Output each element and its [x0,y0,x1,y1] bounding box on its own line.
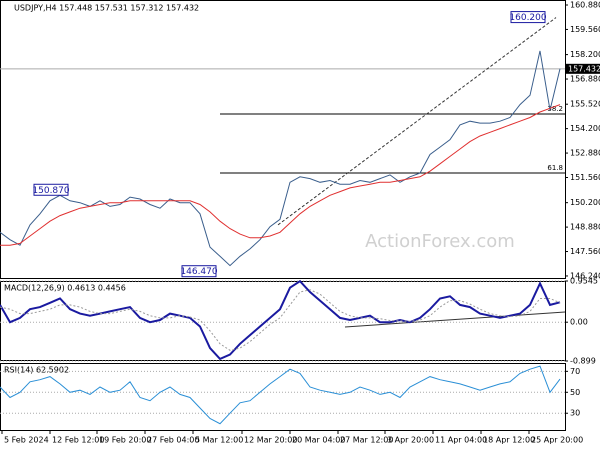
x-tick-label: 27 Mar 12:00 [340,436,393,445]
price-title: USDJPY,H4 157.448 157.531 157.312 157.43… [14,4,199,13]
watermark: ActionForex.com [365,231,515,252]
y-tick-label: 150.200 [570,198,600,207]
y-tick-label: 0.9545 [570,277,598,286]
annotation-box [181,265,217,278]
series-line [0,289,561,351]
last-price-box [566,63,600,74]
y-tick-label: 147.560 [570,247,600,256]
y-tick-label: 50 [570,388,580,397]
series-line [0,104,561,246]
x-tick-label: 12 Feb 12:00 [52,436,104,445]
x-tick-label: 25 Apr 20:00 [531,436,583,445]
trendline [277,17,557,226]
macd-title: MACD(12,26,9) 0.4613 0.4456 [4,284,126,293]
y-tick-label: 146.240 [570,271,600,280]
x-tick-label: 5 Feb 2024 [4,436,49,445]
x-tick-label: 27 Feb 04:00 [147,436,199,445]
series-line [0,365,561,425]
series-line [0,50,561,267]
rsi-panel [0,363,566,431]
y-tick-label: 30 [570,409,580,418]
y-tick-label: 160.880 [570,0,600,9]
annotation-label: 146.470 [180,267,217,277]
y-tick-label: 158.200 [570,50,600,59]
price-panel [0,0,566,279]
macd-trendline [344,311,566,328]
y-tick-label: -0.899 [570,357,596,366]
annotation-box [510,11,546,24]
y-tick-label: 159.560 [570,25,600,34]
y-tick-label: 70 [570,367,580,376]
x-tick-label: 18 Apr 12:00 [483,436,535,445]
y-tick-label: 154.200 [570,124,600,133]
y-tick-label: 0.00 [570,318,588,327]
x-tick-label: 12 Mar 20:00 [244,436,297,445]
y-tick-label: 151.560 [570,173,600,182]
x-tick-label: 11 Apr 04:00 [435,436,487,445]
y-tick-label: 152.880 [570,149,600,158]
fib-label: 38.2 [547,105,563,113]
y-tick-label: 156.880 [570,75,600,84]
y-tick-label: 148.880 [570,223,600,232]
y-tick-label: 155.520 [570,100,600,109]
x-tick-label: 19 Feb 20:00 [99,436,151,445]
last-price-label: 157.432 [568,64,600,73]
rsi-title: RSI(14) 62.5902 [4,366,69,375]
x-tick-label: 5 Mar 12:00 [195,436,243,445]
macd-panel [0,281,566,361]
annotation-box [33,183,69,196]
fib-label: 61.8 [547,164,563,172]
annotation-label: 160.200 [509,13,546,23]
series-line [0,279,561,361]
x-tick-label: 3 Apr 20:00 [387,436,434,445]
annotation-label: 150.870 [32,186,69,196]
x-tick-label: 20 Mar 04:00 [292,436,345,445]
